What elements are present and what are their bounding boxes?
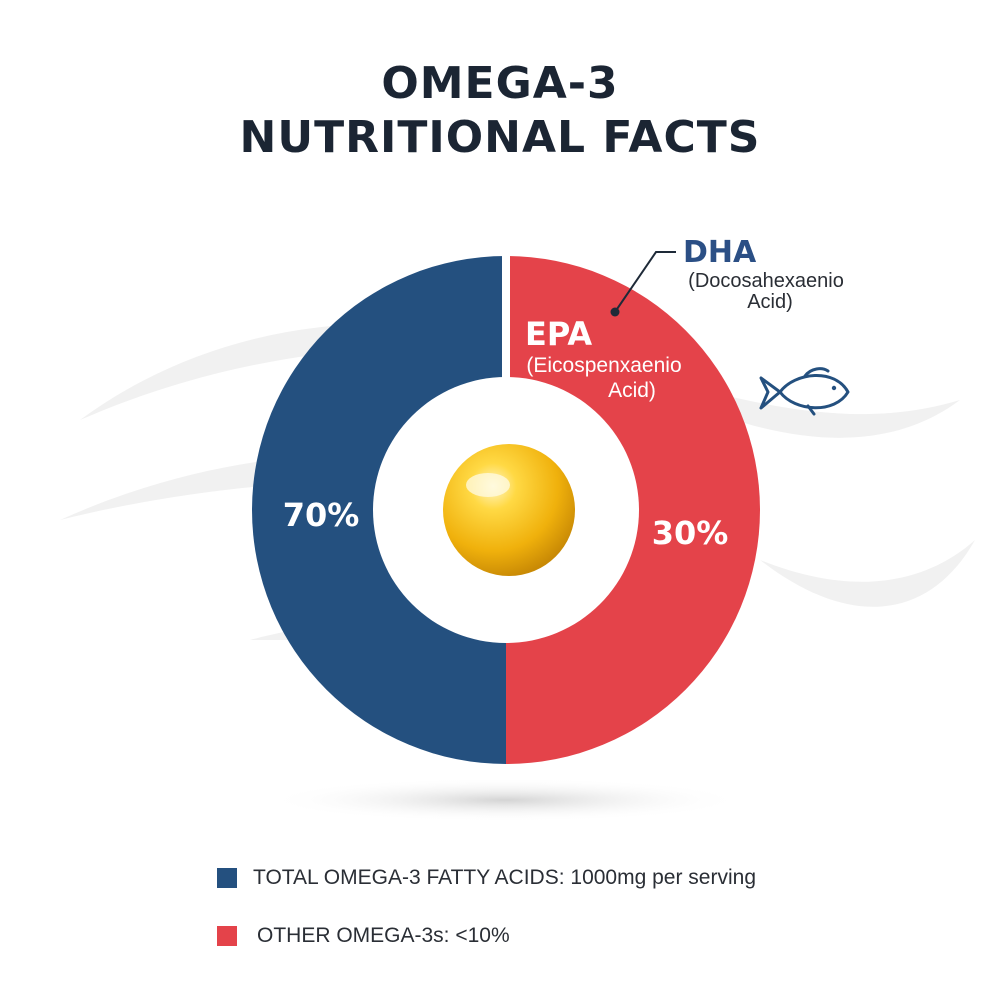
slice-label-70: 70% [283,496,360,534]
legend-item-other-omega3: OTHER OMEGA-3s: <10% [217,924,510,948]
epa-fullname-line2: Acid) [608,379,656,402]
fish-oil-capsule-icon [443,444,575,576]
legend-text: OTHER OMEGA-3s: <10% [257,924,510,947]
legend-item-total-omega3: TOTAL OMEGA-3 FATTY ACIDS: 1000mg per se… [217,866,756,890]
legend-swatch-blue [217,868,237,888]
legend-text: TOTAL OMEGA-3 FATTY ACIDS: 1000mg per se… [253,866,757,889]
legend-swatch-red [217,926,237,946]
epa-fullname-line1: (Eicospenxaenio [526,354,681,377]
title-line-2: NUTRITIONAL FACTS [239,112,761,163]
chart-shadow [265,778,745,822]
dha-fullname-line2: Acid) [747,291,793,313]
epa-label: EPA [525,315,592,353]
dha-callout-line [610,251,676,317]
dha-label: DHA [683,235,757,270]
dha-fullname-line1: (Docosahexaenio [688,270,844,292]
slice-divider [502,255,510,405]
slice-label-30: 30% [652,514,729,552]
fish-icon [759,367,850,416]
title-line-1: OMEGA-3 [381,58,619,109]
